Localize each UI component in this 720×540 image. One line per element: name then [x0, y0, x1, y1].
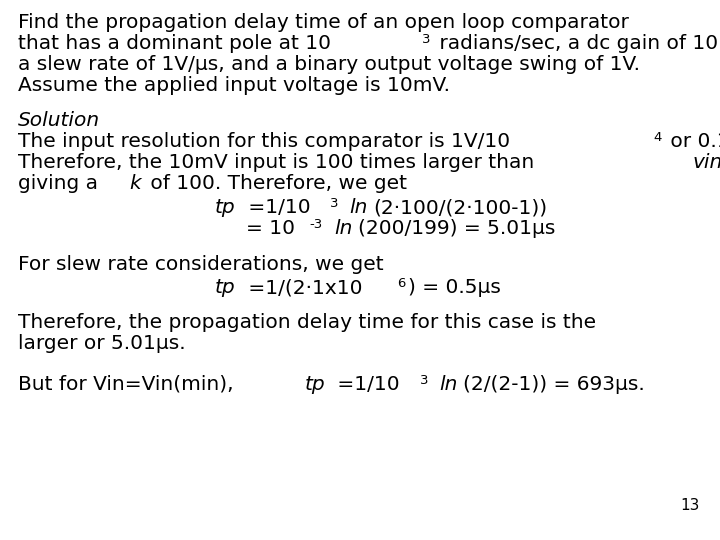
Text: a slew rate of 1V/μs, and a binary output voltage swing of 1V.: a slew rate of 1V/μs, and a binary outpu… — [18, 55, 640, 74]
Text: Therefore, the 10mV input is 100 times larger than: Therefore, the 10mV input is 100 times l… — [18, 153, 541, 172]
Text: tp: tp — [305, 375, 325, 394]
Text: (2/(2-1)) = 693μs.: (2/(2-1)) = 693μs. — [462, 375, 644, 394]
Text: giving a: giving a — [18, 174, 104, 193]
Text: For slew rate considerations, we get: For slew rate considerations, we get — [18, 255, 384, 274]
Text: that has a dominant pole at 10: that has a dominant pole at 10 — [18, 34, 331, 53]
Text: tp: tp — [215, 278, 235, 297]
Text: Find the propagation delay time of an open loop comparator: Find the propagation delay time of an op… — [18, 13, 629, 32]
Text: ) = 0.5μs: ) = 0.5μs — [408, 278, 501, 297]
Text: k: k — [130, 174, 141, 193]
Text: =1/(2·1x10: =1/(2·1x10 — [242, 278, 362, 297]
Text: Solution: Solution — [18, 111, 100, 130]
Text: radians/sec, a dc gain of 10: radians/sec, a dc gain of 10 — [433, 34, 718, 53]
Text: tp: tp — [215, 198, 235, 217]
Text: larger or 5.01μs.: larger or 5.01μs. — [18, 334, 186, 353]
Text: vin: vin — [693, 153, 720, 172]
Text: Assume the applied input voltage is 10mV.: Assume the applied input voltage is 10mV… — [18, 76, 450, 95]
Text: 13: 13 — [680, 498, 700, 513]
Text: ln: ln — [349, 198, 368, 217]
Text: 3: 3 — [330, 197, 338, 210]
Text: 4: 4 — [653, 131, 662, 144]
Text: (2·100/(2·100-1)): (2·100/(2·100-1)) — [373, 198, 547, 217]
Text: of 100. Therefore, we get: of 100. Therefore, we get — [145, 174, 408, 193]
Text: -3: -3 — [309, 218, 323, 231]
Text: =1/10: =1/10 — [242, 198, 310, 217]
Text: = 10: = 10 — [246, 219, 295, 238]
Text: or 0.1mV.: or 0.1mV. — [664, 132, 720, 151]
Text: 3: 3 — [422, 33, 431, 46]
Text: Therefore, the propagation delay time for this case is the: Therefore, the propagation delay time fo… — [18, 313, 596, 332]
Text: But for Vin=Vin(min),: But for Vin=Vin(min), — [18, 375, 240, 394]
Text: ln: ln — [335, 219, 353, 238]
Text: The input resolution for this comparator is 1V/10: The input resolution for this comparator… — [18, 132, 510, 151]
Text: (200/199) = 5.01μs: (200/199) = 5.01μs — [359, 219, 556, 238]
Text: 3: 3 — [420, 374, 428, 387]
Text: =1/10: =1/10 — [331, 375, 400, 394]
Text: 6: 6 — [397, 277, 405, 290]
Text: ln: ln — [438, 375, 457, 394]
